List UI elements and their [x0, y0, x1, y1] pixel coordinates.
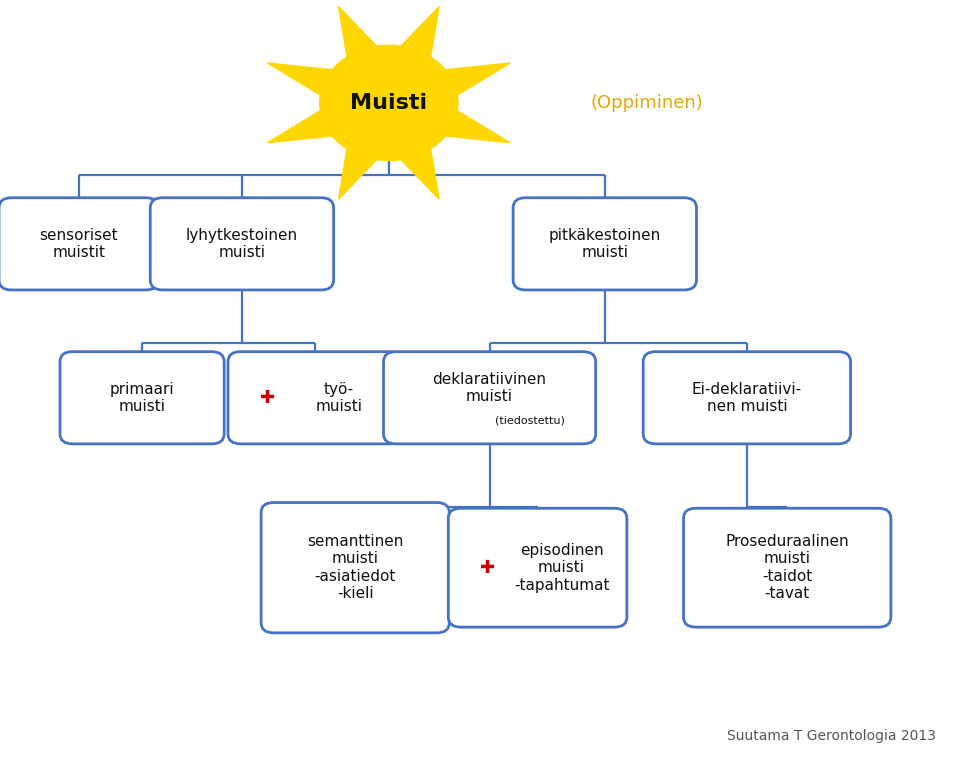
Text: pitkäkestoinen
muisti: pitkäkestoinen muisti — [549, 228, 660, 260]
Text: primaari
muisti: primaari muisti — [109, 382, 175, 414]
FancyBboxPatch shape — [448, 508, 627, 627]
Text: semanttinen
muisti
-asiatiedot
-kieli: semanttinen muisti -asiatiedot -kieli — [307, 534, 403, 601]
Text: ✚: ✚ — [260, 389, 275, 407]
FancyBboxPatch shape — [0, 197, 158, 290]
Text: Suutama T Gerontologia 2013: Suutama T Gerontologia 2013 — [727, 729, 936, 743]
Text: lyhytkestoinen
muisti: lyhytkestoinen muisti — [186, 228, 298, 260]
Polygon shape — [394, 7, 439, 66]
Text: työ-
muisti: työ- muisti — [316, 382, 362, 414]
Text: (Oppiminen): (Oppiminen) — [590, 94, 703, 112]
Text: ✚: ✚ — [480, 559, 495, 577]
Text: sensoriset
muistit: sensoriset muistit — [39, 228, 118, 260]
Text: (tiedostettu): (tiedostettu) — [495, 415, 564, 426]
Polygon shape — [339, 140, 384, 199]
FancyBboxPatch shape — [684, 508, 891, 627]
Polygon shape — [394, 140, 439, 199]
Text: Proseduraalinen
muisti
-taidot
-tavat: Proseduraalinen muisti -taidot -tavat — [726, 534, 849, 601]
Polygon shape — [436, 107, 510, 142]
Text: Muisti: Muisti — [350, 93, 427, 113]
Text: Ei-deklaratiivi-
nen muisti: Ei-deklaratiivi- nen muisti — [692, 382, 802, 414]
FancyBboxPatch shape — [383, 352, 595, 443]
FancyBboxPatch shape — [643, 352, 851, 443]
Polygon shape — [268, 107, 342, 142]
Text: episodinen
muisti
-tapahtumat: episodinen muisti -tapahtumat — [514, 543, 610, 593]
Polygon shape — [268, 63, 342, 99]
FancyBboxPatch shape — [60, 352, 224, 443]
FancyBboxPatch shape — [150, 197, 334, 290]
Polygon shape — [339, 7, 384, 66]
FancyBboxPatch shape — [261, 503, 449, 632]
FancyBboxPatch shape — [228, 352, 401, 443]
Polygon shape — [436, 63, 510, 99]
Text: deklaratiivinen
muisti: deklaratiivinen muisti — [433, 372, 546, 404]
Ellipse shape — [320, 45, 458, 161]
FancyBboxPatch shape — [513, 197, 697, 290]
